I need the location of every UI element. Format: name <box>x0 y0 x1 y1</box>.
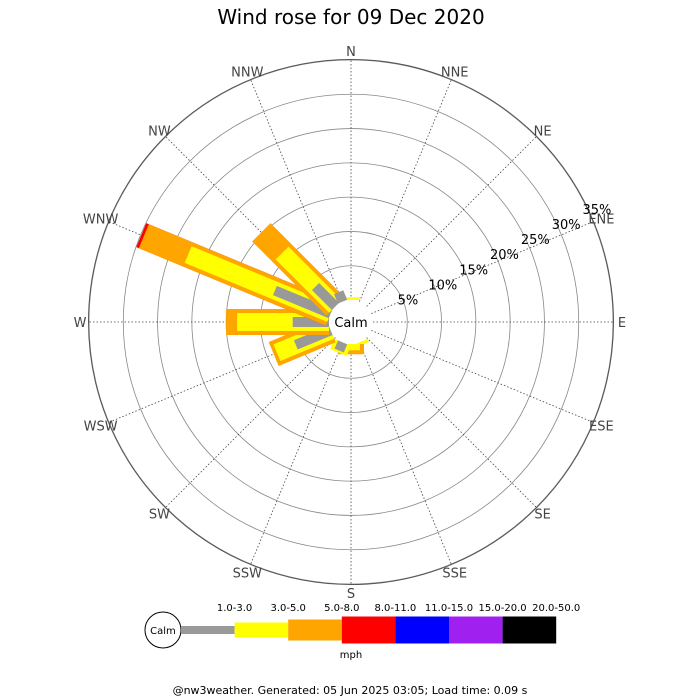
legend-swatch-1 <box>234 622 289 638</box>
spoke-ese <box>371 330 594 423</box>
grid-ring <box>122 93 580 551</box>
labels: Calm N NNE NE ENE E ESE SE SSE S SSW SW WSW W WNW NW NNW… <box>74 45 627 602</box>
bar-nw-bin0 <box>312 283 339 310</box>
ring-label-3: 15% <box>459 263 488 278</box>
legend-swatch-4 <box>395 616 449 644</box>
legend-label-2: 5.0-8.0 <box>324 603 359 614</box>
ring-label-6: 30% <box>552 218 581 233</box>
legend-unit: mph <box>340 650 362 661</box>
legend-label-6: 20.0-50.0 <box>532 603 580 614</box>
direction-label-sw: SW <box>149 508 170 523</box>
direction-label-wnw: WNW <box>83 212 119 227</box>
grid-ring <box>157 128 545 516</box>
spoke-ene <box>371 221 594 314</box>
data-bars <box>136 223 373 366</box>
direction-label-e: E <box>618 316 626 331</box>
bar-wnw-bin0 <box>273 285 333 319</box>
bar-nnw-bin0 <box>334 290 348 304</box>
ring-label-1: 5% <box>398 293 419 308</box>
legend-calm-label: Calm <box>150 626 176 637</box>
chart-title: Wind rose for 09 Dec 2020 <box>217 5 484 29</box>
spoke-ssw <box>250 342 343 565</box>
outer-ring <box>88 59 614 585</box>
ring-label-5: 25% <box>521 233 550 248</box>
spoke-sse <box>359 342 452 565</box>
spoke-se <box>366 337 537 508</box>
legend-label-4: 11.0-15.0 <box>425 603 473 614</box>
calm-circle <box>329 300 373 344</box>
direction-label-nw: NW <box>148 124 171 139</box>
direction-label-wsw: WSW <box>84 420 118 435</box>
footer-text: @nw3weather. Generated: 05 Jun 2025 03:0… <box>173 684 528 697</box>
direction-label-n: N <box>346 45 356 60</box>
legend-label-1: 3.0-5.0 <box>270 603 305 614</box>
calm-label: Calm <box>334 316 367 331</box>
legend-swatch-3 <box>341 616 396 644</box>
ring-label-4: 20% <box>490 248 519 263</box>
direction-label-se: SE <box>534 508 550 523</box>
grid <box>88 59 614 585</box>
direction-label-s: S <box>347 587 355 602</box>
legend-swatch-5 <box>449 616 503 644</box>
spoke-nne <box>359 79 452 302</box>
legend-label-0: 1.0-3.0 <box>217 603 252 614</box>
bar-ssw-bin0 <box>334 340 348 353</box>
spoke-nnw <box>250 79 343 302</box>
legend: Calm 1.0-3.0 3.0-5.0 5.0-8.0 8.0-11.0 11.0-15… <box>144 603 580 661</box>
direction-label-nnw: NNW <box>231 66 263 81</box>
legend-label-3: 8.0-11.0 <box>375 603 417 614</box>
legend-swatch-0 <box>181 626 235 634</box>
direction-label-ese: ESE <box>589 420 614 435</box>
direction-label-sse: SSE <box>442 566 467 581</box>
ring-label-7: 35% <box>583 203 612 218</box>
direction-label-ne: NE <box>534 124 552 139</box>
spoke-ne <box>366 136 537 307</box>
legend-label-5: 15.0-20.0 <box>479 603 527 614</box>
legend-swatch-2 <box>288 619 342 641</box>
spoke-sw <box>165 337 336 508</box>
legend-swatch-6 <box>502 616 557 644</box>
direction-label-nne: NNE <box>441 66 469 81</box>
direction-label-ssw: SSW <box>233 566 263 581</box>
direction-label-ene: ENE <box>588 212 614 227</box>
ring-label-2: 10% <box>428 278 457 293</box>
direction-label-w: W <box>74 316 87 331</box>
